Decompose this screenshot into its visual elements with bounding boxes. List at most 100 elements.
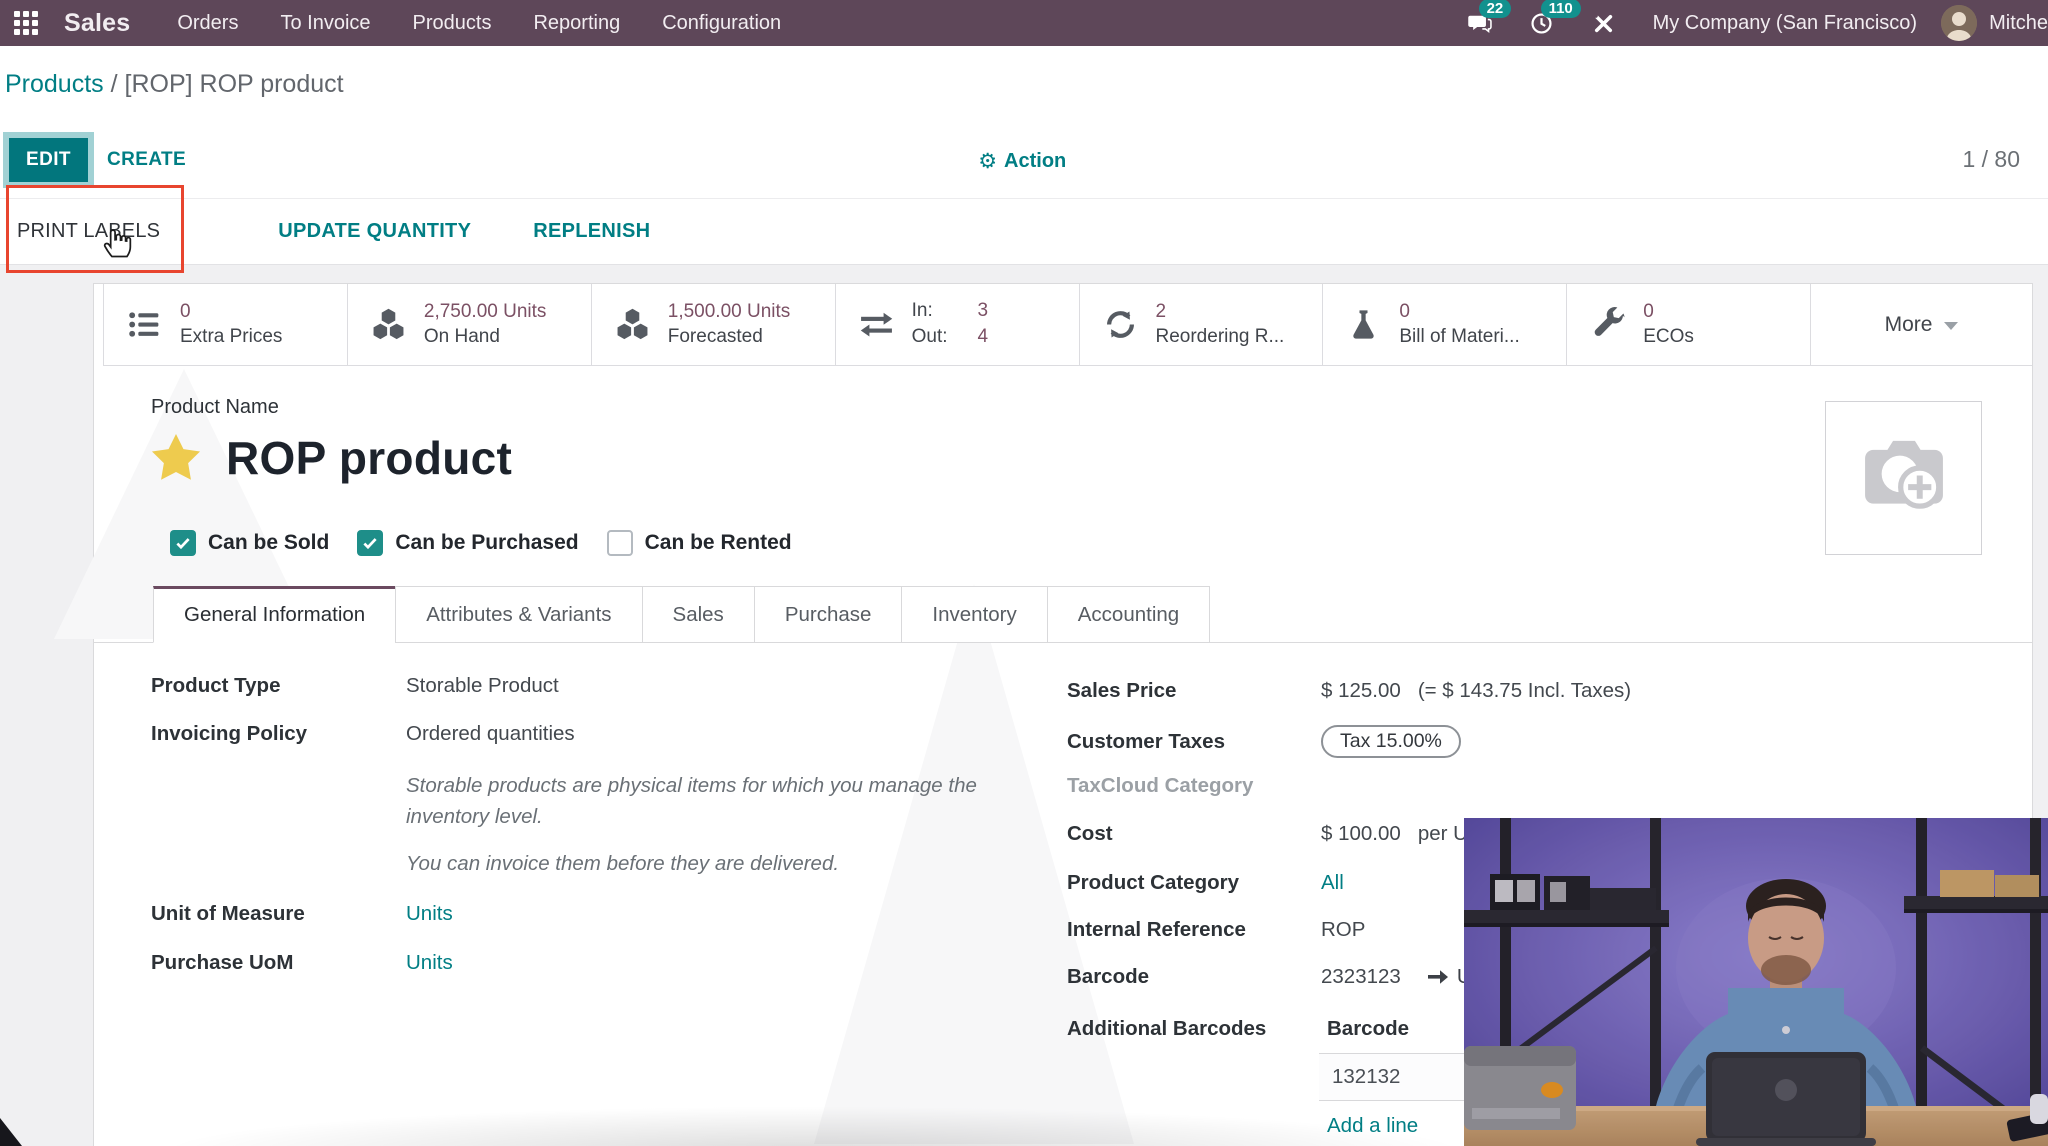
field-value[interactable]: Storable Product: [406, 674, 559, 697]
camera-plus-icon: [1864, 440, 1943, 509]
menu-to-invoice[interactable]: To Invoice: [280, 11, 371, 34]
tax-tag[interactable]: Tax 15.00%: [1321, 725, 1461, 758]
checkbox-can-be-rented[interactable]: Can be Rented: [606, 530, 792, 556]
field-value[interactable]: $ 125.00: [1321, 679, 1401, 702]
breadcrumb-current: [ROP] ROP product: [124, 70, 344, 98]
field-cost: Cost $ 100.00 per U: [1067, 822, 1468, 846]
edit-button[interactable]: EDIT: [9, 138, 88, 182]
field-label: Product Type: [151, 674, 281, 697]
menu-configuration[interactable]: Configuration: [662, 11, 782, 34]
checkbox-unchecked-icon: [606, 530, 633, 556]
flask-icon: [1353, 310, 1375, 339]
gear-icon: ⚙: [978, 150, 998, 173]
checkbox-can-be-purchased[interactable]: Can be Purchased: [357, 530, 579, 556]
stat-forecasted[interactable]: 1,500.00 Units Forecasted: [591, 284, 836, 365]
debug-tools-icon[interactable]: [1587, 6, 1621, 40]
more-dropdown[interactable]: More: [1811, 284, 2032, 365]
field-value[interactable]: ROP: [1321, 918, 1366, 941]
notebook-tabs: General Information Attributes & Variant…: [153, 586, 1211, 643]
app-name[interactable]: Sales: [64, 8, 131, 37]
field-value[interactable]: Ordered quantities: [406, 722, 575, 745]
field-value-link[interactable]: All: [1321, 871, 1344, 894]
more-label: More: [1884, 312, 1933, 336]
messages-icon[interactable]: 22: [1463, 0, 1512, 40]
video-player-artifact: [0, 1118, 22, 1146]
form-sheet: 0 Extra Prices 2,750.00 Units On Hand 1,50…: [54, 283, 2033, 1146]
field-label: Barcode: [1067, 965, 1150, 988]
print-labels-button[interactable]: PRINT LABELS: [17, 219, 161, 242]
field-invoicing-policy: Invoicing Policy Ordered quantities: [151, 722, 575, 746]
tools-icon: [1593, 13, 1613, 32]
checkbox-can-be-sold[interactable]: Can be Sold: [170, 530, 329, 556]
stat-ecos[interactable]: 0 ECOs: [1567, 284, 1812, 365]
field-unit-of-measure: Unit of Measure Units: [151, 902, 453, 926]
field-value-link[interactable]: Units: [406, 951, 453, 974]
webcam-video-overlay: [1464, 818, 2048, 1146]
update-quantity-button[interactable]: UPDATE QUANTITY: [278, 219, 472, 242]
list-icon: [129, 312, 159, 337]
field-value[interactable]: 2323123: [1321, 965, 1401, 988]
action-label: Action: [1004, 150, 1067, 172]
stat-on-hand[interactable]: 2,750.00 Units On Hand: [347, 284, 592, 365]
top-navbar: Sales Orders To Invoice Products Reporti…: [0, 0, 2048, 46]
stat-extra-prices[interactable]: 0 Extra Prices: [104, 284, 348, 365]
menu-orders[interactable]: Orders: [177, 11, 239, 34]
stat-bill-of-materials[interactable]: 0 Bill of Materi...: [1323, 284, 1568, 365]
tab-accounting[interactable]: Accounting: [1046, 586, 1211, 643]
user-name[interactable]: Mitche: [1989, 11, 2048, 34]
table-column-header: Barcode: [1327, 1017, 1410, 1040]
chevron-down-icon: [1944, 322, 1959, 330]
add-a-line-link[interactable]: Add a line: [1327, 1114, 1419, 1137]
tab-purchase[interactable]: Purchase: [753, 586, 903, 643]
record-pager[interactable]: 1 / 80: [1962, 146, 2020, 172]
favorite-star-icon[interactable]: [148, 430, 204, 486]
field-extra: per U: [1417, 822, 1468, 845]
field-sales-price: Sales Price $ 125.00 (= $ 143.75 Incl. T…: [1067, 679, 1631, 703]
replenish-button[interactable]: REPLENISH: [533, 219, 651, 242]
activities-icon[interactable]: 110: [1525, 0, 1581, 40]
tab-attributes-variants[interactable]: Attributes & Variants: [395, 586, 643, 643]
sheet-shadow: [154, 1106, 1472, 1146]
refresh-icon: [1106, 311, 1134, 338]
field-taxcloud-category: TaxCloud Category: [1067, 774, 1321, 798]
tab-inventory[interactable]: Inventory: [901, 586, 1048, 643]
tab-sales[interactable]: Sales: [641, 586, 755, 643]
messages-badge: 22: [1478, 0, 1512, 18]
stat-in-out[interactable]: In: 3 Out: 4: [835, 284, 1080, 365]
field-label: TaxCloud Category: [1067, 774, 1254, 797]
field-product-category: Product Category All: [1067, 871, 1344, 895]
stat-button-row: 0 Extra Prices 2,750.00 Units On Hand 1,50…: [103, 284, 2032, 366]
field-label: Purchase UoM: [151, 951, 294, 974]
field-value[interactable]: $ 100.00: [1321, 822, 1401, 845]
arrow-right-icon: [1427, 970, 1448, 984]
create-button[interactable]: CREATE: [107, 149, 187, 170]
help-text: Storable products are physical items for…: [406, 774, 977, 875]
tab-general-information[interactable]: General Information: [153, 586, 397, 643]
product-name-label: Product Name: [151, 396, 279, 418]
company-switcher[interactable]: My Company (San Francisco): [1652, 11, 1918, 34]
checkbox-checked-icon: [357, 530, 384, 556]
apps-grid-icon[interactable]: [0, 0, 52, 46]
breadcrumb-separator: /: [103, 70, 125, 98]
avatar[interactable]: [1941, 5, 1978, 41]
menu-reporting[interactable]: Reporting: [533, 11, 621, 34]
field-product-type: Product Type Storable Product: [151, 674, 559, 698]
field-value-link[interactable]: Units: [406, 902, 453, 925]
divider: [0, 198, 2048, 199]
product-name[interactable]: ROP product: [226, 432, 513, 484]
field-label: Customer Taxes: [1067, 729, 1225, 753]
product-image-upload[interactable]: [1825, 401, 1982, 555]
field-label: Product Category: [1067, 871, 1239, 894]
field-label: Sales Price: [1067, 679, 1177, 702]
stat-reordering-rules[interactable]: 2 Reordering R...: [1079, 284, 1324, 365]
cubes-icon: [617, 308, 648, 340]
field-extra: (= $ 143.75 Incl. Taxes): [1417, 679, 1632, 702]
action-menu[interactable]: ⚙ Action: [978, 149, 1066, 174]
breadcrumb: Products / [ROP] ROP product: [5, 70, 344, 99]
field-label: Additional Barcodes: [1067, 1017, 1267, 1040]
field-label: Invoicing Policy: [151, 722, 308, 745]
menu-products[interactable]: Products: [412, 11, 492, 34]
breadcrumb-products-link[interactable]: Products: [5, 70, 104, 98]
checkbox-label: Can be Rented: [644, 531, 792, 554]
control-panel: Products / [ROP] ROP product EDIT CREATE…: [0, 46, 2048, 265]
